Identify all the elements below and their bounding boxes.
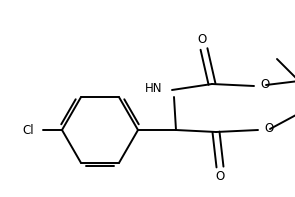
- Text: Cl: Cl: [22, 124, 34, 137]
- Text: HN: HN: [145, 82, 162, 95]
- Text: O: O: [197, 33, 206, 46]
- Text: O: O: [260, 77, 269, 90]
- Text: O: O: [215, 170, 224, 183]
- Text: O: O: [264, 122, 273, 135]
